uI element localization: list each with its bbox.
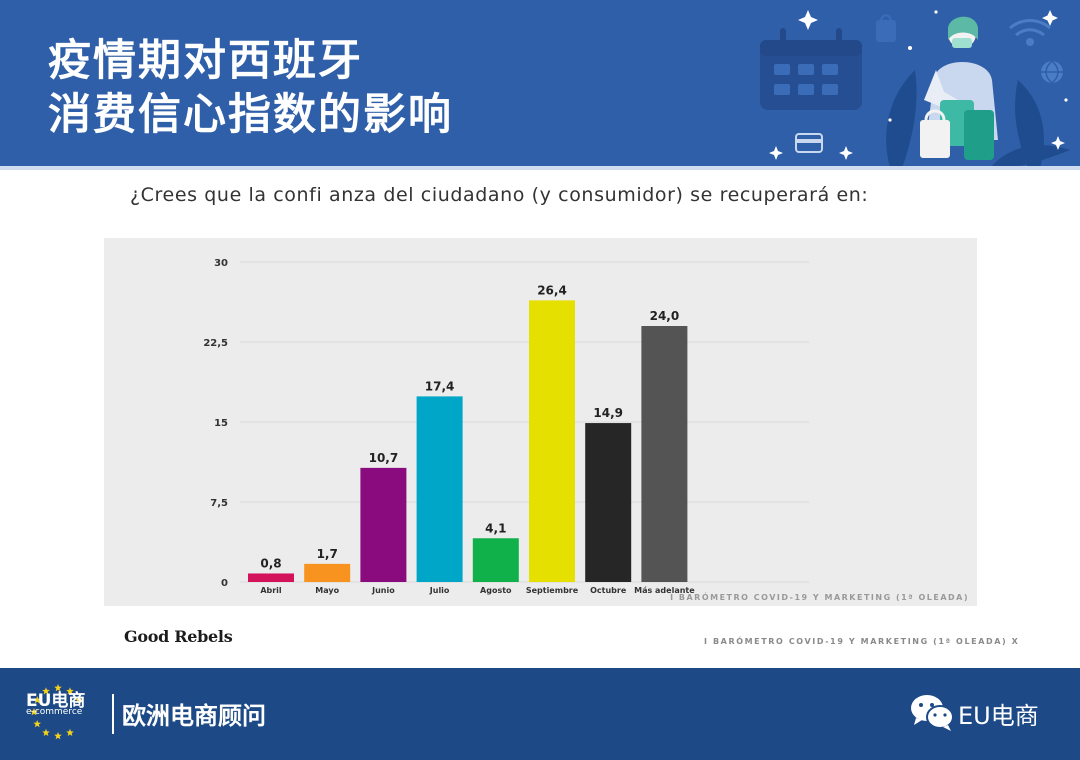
bar (641, 326, 688, 582)
eu-stars-icon (30, 684, 83, 740)
star-icon (42, 728, 50, 737)
bar (360, 467, 407, 582)
x-tick-label: Junio (371, 586, 395, 595)
chart-panel: 0 7,5 15 22,5 30 0,8 Abril 1,7 Mayo 10,7 Junio 17,4… (104, 238, 977, 606)
y-tick-label: 22,5 (203, 338, 228, 349)
y-tick-label: 15 (214, 418, 228, 429)
bar-chart: 0 7,5 15 22,5 30 0,8 Abril 1,7 Mayo 10,7 Junio 17,4… (203, 258, 809, 595)
star-icon (30, 708, 38, 716)
data-label: 14,9 (593, 406, 623, 420)
y-tick-label: 7,5 (210, 498, 228, 509)
wechat-account-name: EU电商 (958, 702, 1039, 730)
bar (416, 396, 463, 582)
data-label: 10,7 (369, 451, 399, 465)
star-icon (54, 732, 62, 740)
leaf-decoration (886, 70, 1070, 168)
data-label: 24,0 (650, 309, 680, 323)
credit-card-icon (795, 133, 823, 153)
page-title: 疫情期对西班牙 消费信心指数的影响 (48, 34, 453, 142)
x-tick-label: Julio (429, 586, 450, 595)
x-tick-label: Agosto (480, 586, 512, 595)
bar (248, 573, 294, 582)
title-line-1: 疫情期对西班牙 (48, 36, 363, 86)
shopping-bag-icon (876, 14, 896, 42)
x-tick-label: Septiembre (526, 586, 579, 595)
data-label: 26,4 (537, 283, 567, 297)
x-tick-label: Abril (260, 586, 282, 595)
footer-bar: EU电商 e-commerce 欧洲电商顾问 EU电商 (0, 668, 1080, 760)
page-source-note: I BARÓMETRO COVID-19 Y MARKETING (1ª OLE… (704, 637, 1020, 646)
star-icon (66, 687, 74, 695)
x-tick-label: Mayo (315, 586, 339, 595)
chart-source-note: I BARÓMETRO COVID-19 Y MARKETING (1ª OLE… (670, 593, 969, 602)
header-illustration (760, 10, 1070, 168)
bar (304, 563, 351, 582)
star-icon (33, 696, 42, 704)
data-label: 0,8 (260, 556, 281, 570)
star-icon (54, 684, 62, 692)
header-banner: 疫情期对西班牙 消费信心指数的影响 (0, 0, 1080, 168)
footer-divider (112, 694, 114, 734)
title-line-2: 消费信心指数的影响 (48, 90, 453, 140)
wechat-icon (911, 695, 954, 731)
bar (585, 423, 632, 582)
brand-logo: Good Rebels (124, 627, 233, 646)
footer-logo-subtext: e-commerce (26, 707, 83, 717)
star-icon (66, 728, 74, 737)
data-label: 17,4 (425, 379, 455, 393)
x-tick-label: Octubre (590, 586, 627, 595)
sparkle-icon (769, 10, 1068, 160)
star-icon (33, 720, 42, 728)
footer-company-name: 欧洲电商顾问 (122, 702, 266, 730)
data-label: 4,1 (485, 521, 506, 535)
bar (472, 538, 519, 582)
star-icon (42, 687, 50, 695)
x-tick-label: Más adelante (634, 586, 695, 595)
wifi-icon (1009, 19, 1051, 46)
person-illustration (920, 16, 998, 160)
data-label: 1,7 (317, 547, 338, 561)
globe-icon (1041, 60, 1063, 84)
survey-question: ¿Crees que la confi anza del ciudadano (… (130, 184, 869, 206)
y-tick-label: 0 (221, 578, 228, 589)
bar (529, 300, 575, 582)
header-divider (0, 166, 1080, 170)
footer-logo-text: EU电商 (26, 691, 86, 711)
y-tick-label: 30 (214, 258, 228, 269)
calendar-icon (760, 28, 862, 110)
star-icon (74, 696, 83, 704)
